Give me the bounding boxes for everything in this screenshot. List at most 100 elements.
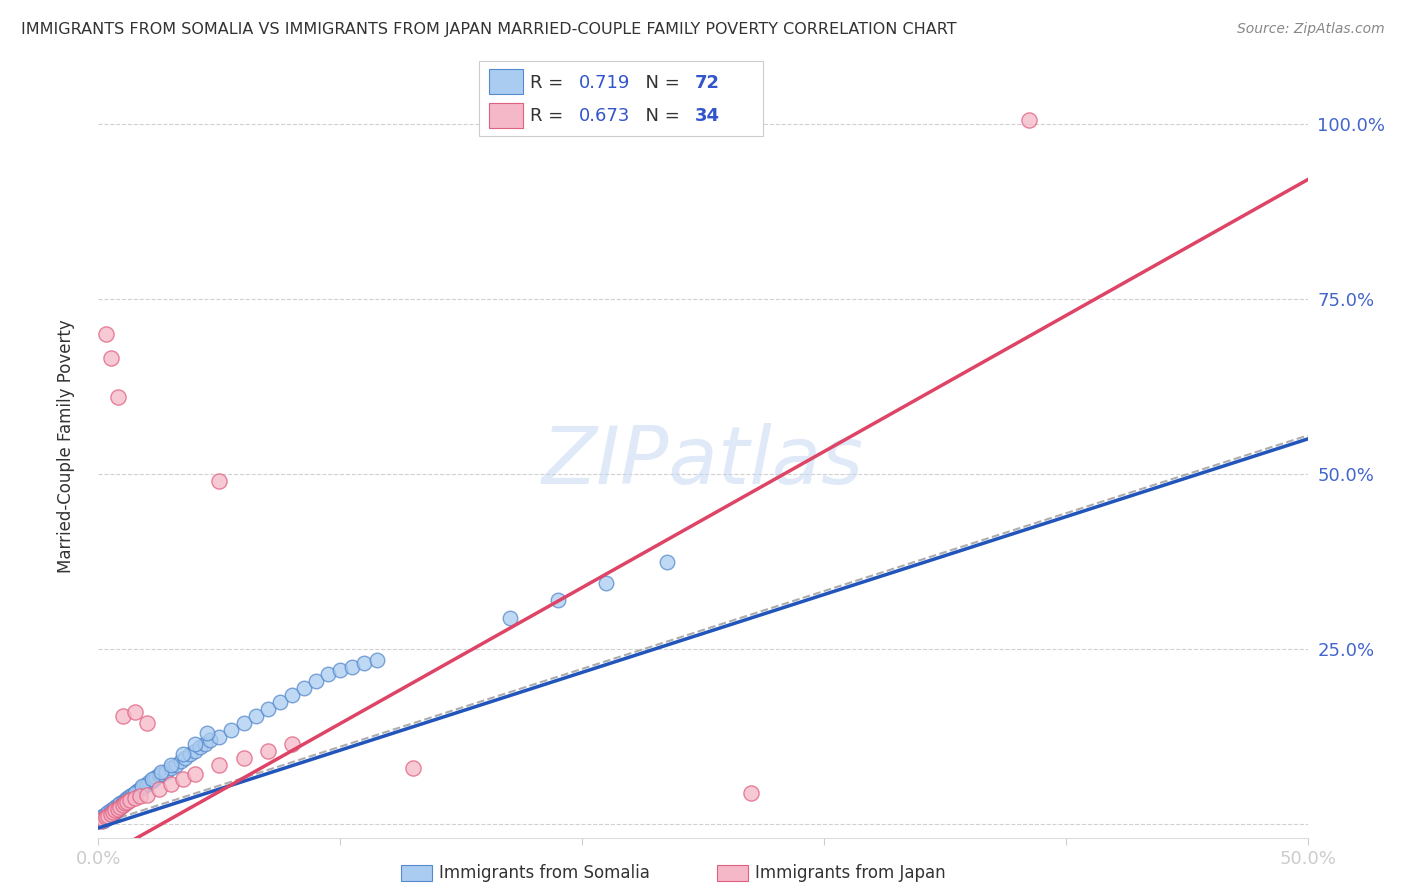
Point [172, 772, 194, 786]
Point [111, 708, 134, 723]
Point [124, 790, 146, 805]
Point [143, 772, 166, 786]
Point [135, 777, 157, 791]
Point [402, 761, 425, 775]
Text: R =: R = [530, 106, 569, 125]
Point [101, 806, 124, 821]
Text: Source: ZipAtlas.com: Source: ZipAtlas.com [1237, 22, 1385, 37]
Point [134, 779, 156, 793]
Text: 0.719: 0.719 [578, 73, 630, 92]
Point [232, 715, 254, 730]
Point [100, 806, 122, 821]
Point [150, 767, 173, 781]
Point [245, 708, 267, 723]
Point [124, 786, 146, 800]
Point [100, 351, 122, 366]
Point [329, 663, 352, 677]
Point [124, 706, 146, 720]
Text: 0.673: 0.673 [578, 106, 630, 125]
Point [108, 800, 131, 814]
Point [221, 723, 243, 737]
Point [256, 744, 278, 758]
Point [141, 774, 163, 789]
Point [100, 809, 122, 823]
Y-axis label: Married-Couple Family Poverty: Married-Couple Family Poverty [56, 319, 75, 573]
Point [316, 666, 339, 681]
Point [97, 810, 120, 824]
Point [740, 786, 762, 800]
Point [169, 755, 191, 769]
Point [97, 805, 120, 819]
Point [655, 555, 678, 569]
Point [150, 764, 173, 779]
Point [114, 797, 136, 811]
Point [114, 793, 136, 807]
Point [108, 800, 131, 814]
Point [194, 737, 217, 751]
Point [107, 802, 129, 816]
Point [118, 793, 141, 807]
Point [292, 681, 315, 695]
Point [305, 673, 328, 688]
Point [165, 757, 187, 772]
Point [1018, 113, 1040, 128]
Point [124, 786, 146, 800]
Point [128, 789, 150, 804]
Point [117, 793, 139, 807]
Point [366, 653, 388, 667]
Point [281, 688, 304, 702]
Point [94, 806, 117, 821]
Point [198, 733, 221, 747]
Point [107, 802, 129, 816]
Point [498, 611, 520, 625]
Point [90, 814, 112, 828]
Point [91, 809, 114, 823]
Point [174, 751, 197, 765]
Point [94, 326, 117, 341]
Point [188, 740, 211, 755]
FancyBboxPatch shape [489, 103, 523, 128]
Point [269, 695, 291, 709]
Point [148, 768, 170, 782]
Point [101, 802, 124, 816]
Point [111, 797, 134, 812]
Point [128, 782, 150, 797]
Point [107, 797, 129, 812]
Point [131, 780, 153, 795]
Point [184, 737, 207, 751]
FancyBboxPatch shape [489, 70, 523, 95]
Text: IMMIGRANTS FROM SOMALIA VS IMMIGRANTS FROM JAPAN MARRIED-COUPLE FAMILY POVERTY C: IMMIGRANTS FROM SOMALIA VS IMMIGRANTS FR… [21, 22, 956, 37]
Point [547, 593, 569, 607]
Point [131, 779, 153, 793]
Point [100, 804, 122, 818]
Point [117, 795, 139, 809]
Point [353, 657, 375, 671]
Point [97, 809, 120, 823]
Text: Immigrants from Somalia: Immigrants from Somalia [439, 864, 650, 882]
Text: Immigrants from Japan: Immigrants from Japan [755, 864, 946, 882]
Point [91, 812, 114, 826]
Point [127, 784, 149, 798]
Point [281, 737, 304, 751]
Point [160, 757, 183, 772]
FancyBboxPatch shape [479, 62, 763, 136]
Point [155, 764, 177, 779]
Point [208, 730, 231, 744]
Point [595, 575, 617, 590]
Point [208, 474, 231, 488]
Text: 72: 72 [695, 73, 720, 92]
Text: ZIPatlas: ZIPatlas [541, 423, 865, 500]
Point [91, 814, 114, 828]
Point [342, 660, 364, 674]
Point [135, 788, 157, 802]
Point [195, 726, 218, 740]
Point [160, 761, 183, 775]
Point [138, 775, 160, 789]
Point [135, 715, 157, 730]
Point [94, 812, 117, 826]
Point [117, 790, 139, 805]
Point [94, 810, 117, 824]
Point [208, 757, 231, 772]
Text: R =: R = [530, 73, 569, 92]
Point [111, 795, 134, 809]
